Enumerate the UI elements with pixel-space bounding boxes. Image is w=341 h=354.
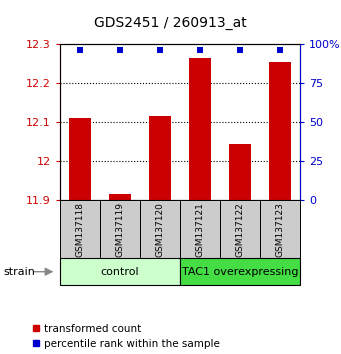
Text: GSM137119: GSM137119 <box>115 202 124 257</box>
Text: GSM137121: GSM137121 <box>195 202 204 257</box>
Text: TAC1 overexpressing: TAC1 overexpressing <box>182 267 298 277</box>
Bar <box>109 194 131 200</box>
Text: strain: strain <box>3 267 35 277</box>
Bar <box>229 144 251 200</box>
Text: GDS2451 / 260913_at: GDS2451 / 260913_at <box>94 16 247 30</box>
Bar <box>69 118 91 200</box>
Text: GSM137120: GSM137120 <box>155 202 164 257</box>
Bar <box>140 200 180 258</box>
Bar <box>260 200 300 258</box>
Bar <box>60 258 180 285</box>
Text: GSM137122: GSM137122 <box>236 202 244 257</box>
Bar <box>189 58 211 200</box>
Bar <box>180 258 300 285</box>
Legend: transformed count, percentile rank within the sample: transformed count, percentile rank withi… <box>32 324 220 349</box>
Bar <box>220 200 260 258</box>
Text: GSM137118: GSM137118 <box>75 202 84 257</box>
Bar <box>269 62 291 200</box>
Bar <box>180 200 220 258</box>
Bar <box>100 200 140 258</box>
Text: GSM137123: GSM137123 <box>276 202 284 257</box>
Bar <box>60 200 100 258</box>
Bar <box>149 116 171 200</box>
Text: control: control <box>101 267 139 277</box>
